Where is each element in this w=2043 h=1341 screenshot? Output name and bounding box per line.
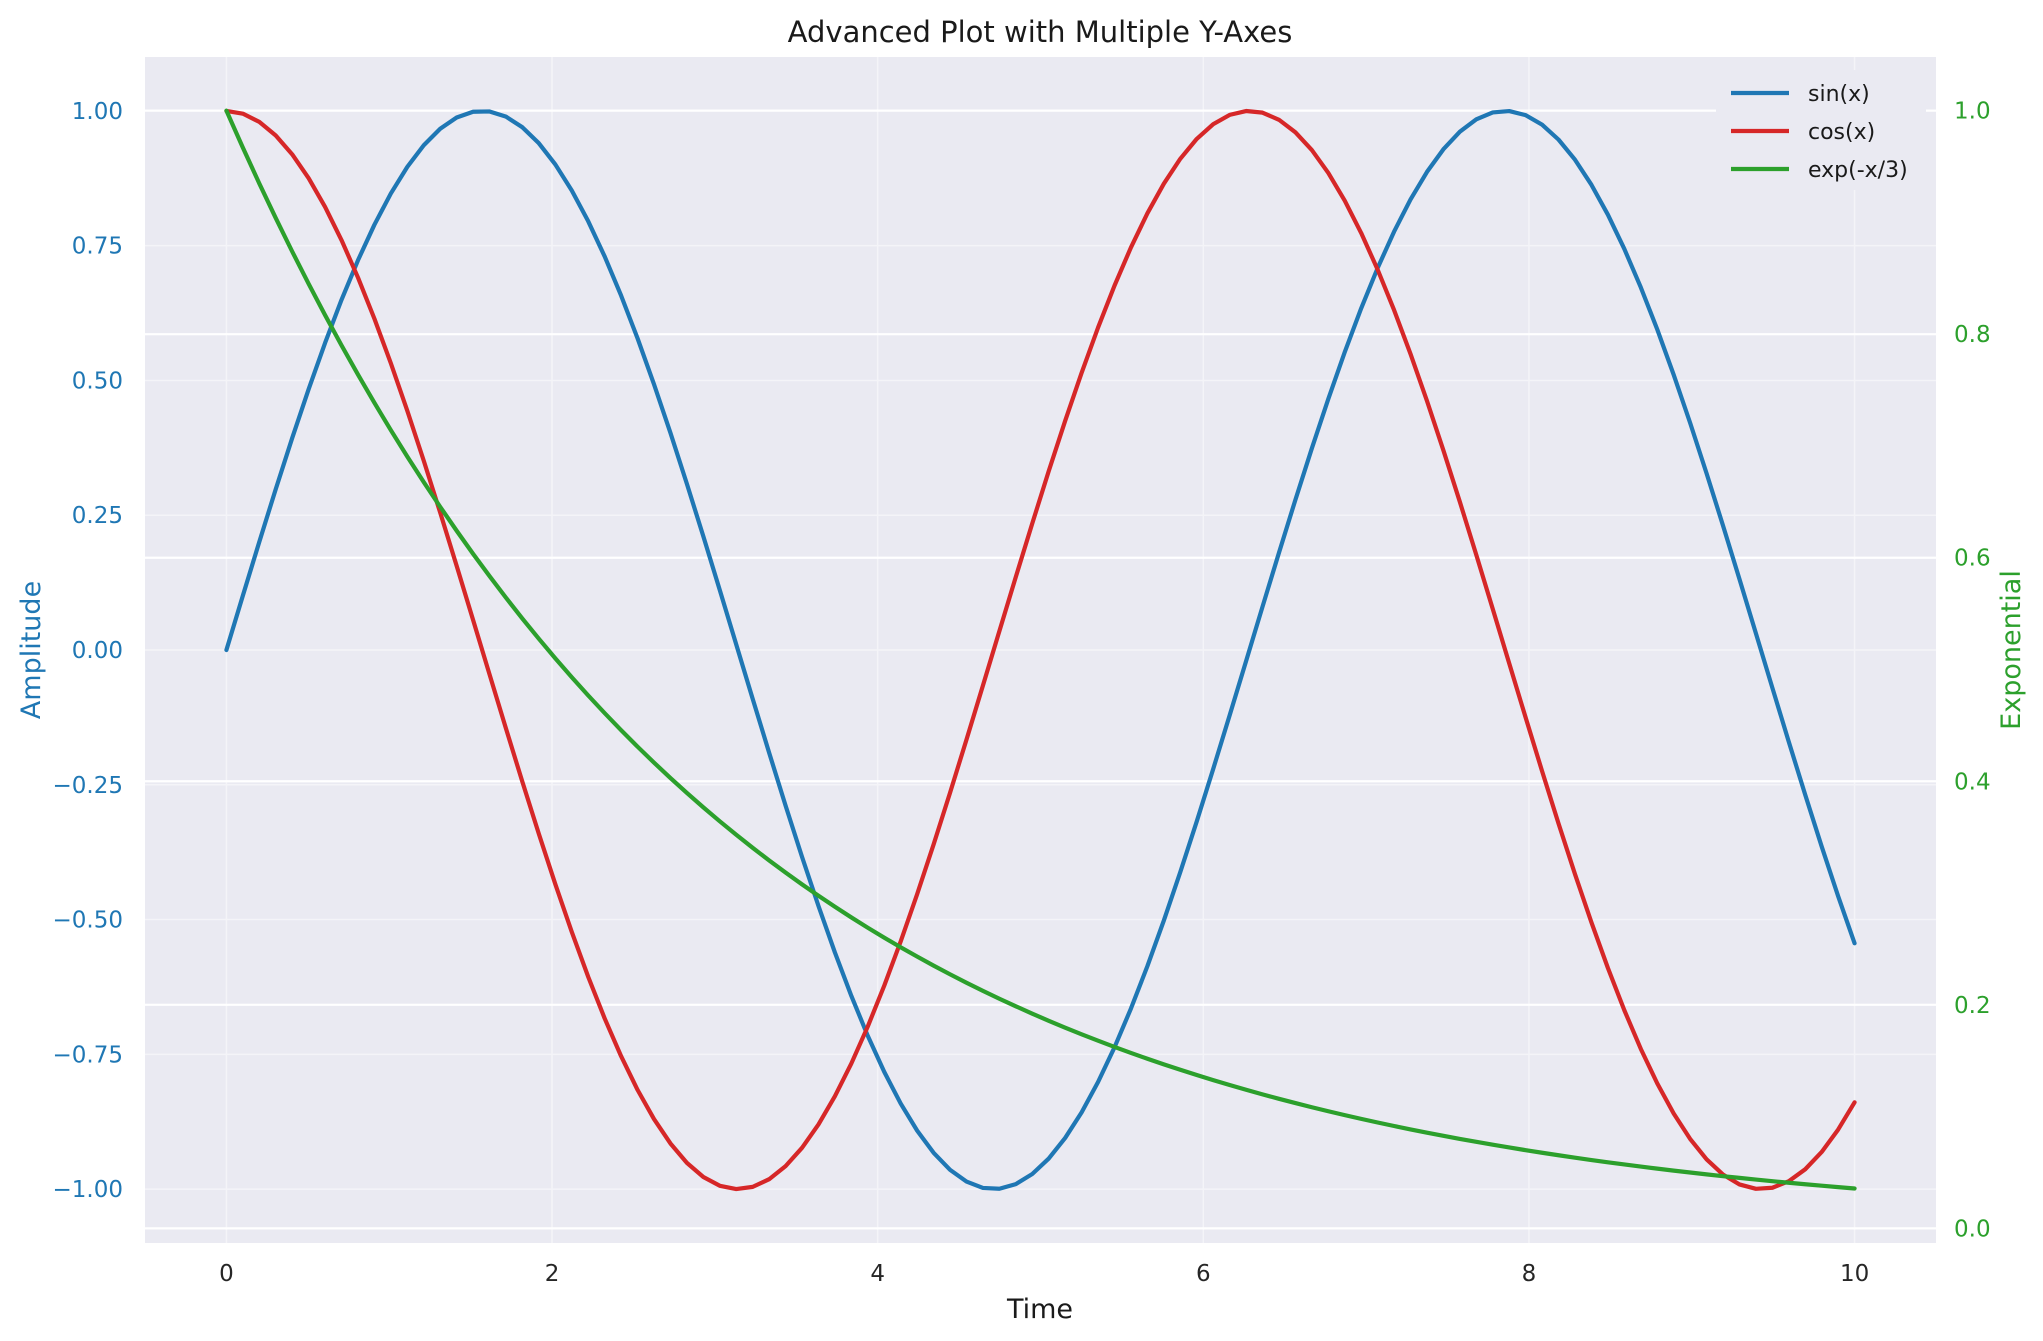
legend-label: cos(x) — [1808, 120, 1875, 145]
legend-box — [1716, 70, 1926, 190]
y-axis-right-label: Exponential — [1996, 570, 2027, 730]
y-right-tick-label: 0.0 — [1954, 1216, 1991, 1242]
y-left-tick-label: −1.00 — [53, 1177, 123, 1203]
y-left-tick-label: 1.00 — [72, 99, 123, 125]
series-line-sin-x — [224, 108, 1857, 1191]
series-lines — [224, 108, 1857, 1192]
series-line-exp-x-3 — [224, 108, 1857, 1191]
tick-labels: 0 2 4 6 8 10 1.00 0.75 0.50 0.25 0.00 −0.25 −0.50 −0.… — [53, 99, 1991, 1287]
chart-title: Advanced Plot with Multiple Y-Axes — [788, 15, 1293, 49]
y-axis-left-label: Amplitude — [16, 581, 47, 719]
y-left-tick-label: −0.75 — [53, 1042, 123, 1068]
y-left-tick-label: −0.25 — [53, 773, 123, 799]
y-left-tick-label: 0.75 — [72, 234, 123, 260]
y-right-tick-label: 0.4 — [1954, 769, 1991, 795]
y-left-tick-label: −0.50 — [53, 908, 123, 934]
legend-label: exp(-x/3) — [1808, 158, 1908, 183]
y-left-tick-label: 0.50 — [72, 368, 123, 394]
y-right-tick-label: 0.2 — [1954, 993, 1991, 1019]
series-line-cos-x — [224, 108, 1857, 1192]
x-tick-label: 0 — [219, 1261, 234, 1287]
x-tick-label: 2 — [545, 1261, 560, 1287]
legend-label: sin(x) — [1808, 82, 1870, 107]
x-axis-label: Time — [1006, 1294, 1073, 1325]
x-tick-label: 10 — [1840, 1261, 1869, 1287]
grid — [145, 57, 1936, 1243]
y-right-tick-label: 0.6 — [1954, 546, 1991, 572]
y-left-tick-label: 0.00 — [72, 638, 123, 664]
y-right-tick-label: 0.8 — [1954, 322, 1991, 348]
y-right-tick-label: 1.0 — [1954, 99, 1991, 125]
legend: sin(x) cos(x) exp(-x/3) — [1716, 70, 1926, 190]
x-tick-label: 6 — [1196, 1261, 1211, 1287]
x-tick-label: 4 — [870, 1261, 885, 1287]
y-left-tick-label: 0.25 — [72, 503, 123, 529]
x-tick-label: 8 — [1522, 1261, 1537, 1287]
